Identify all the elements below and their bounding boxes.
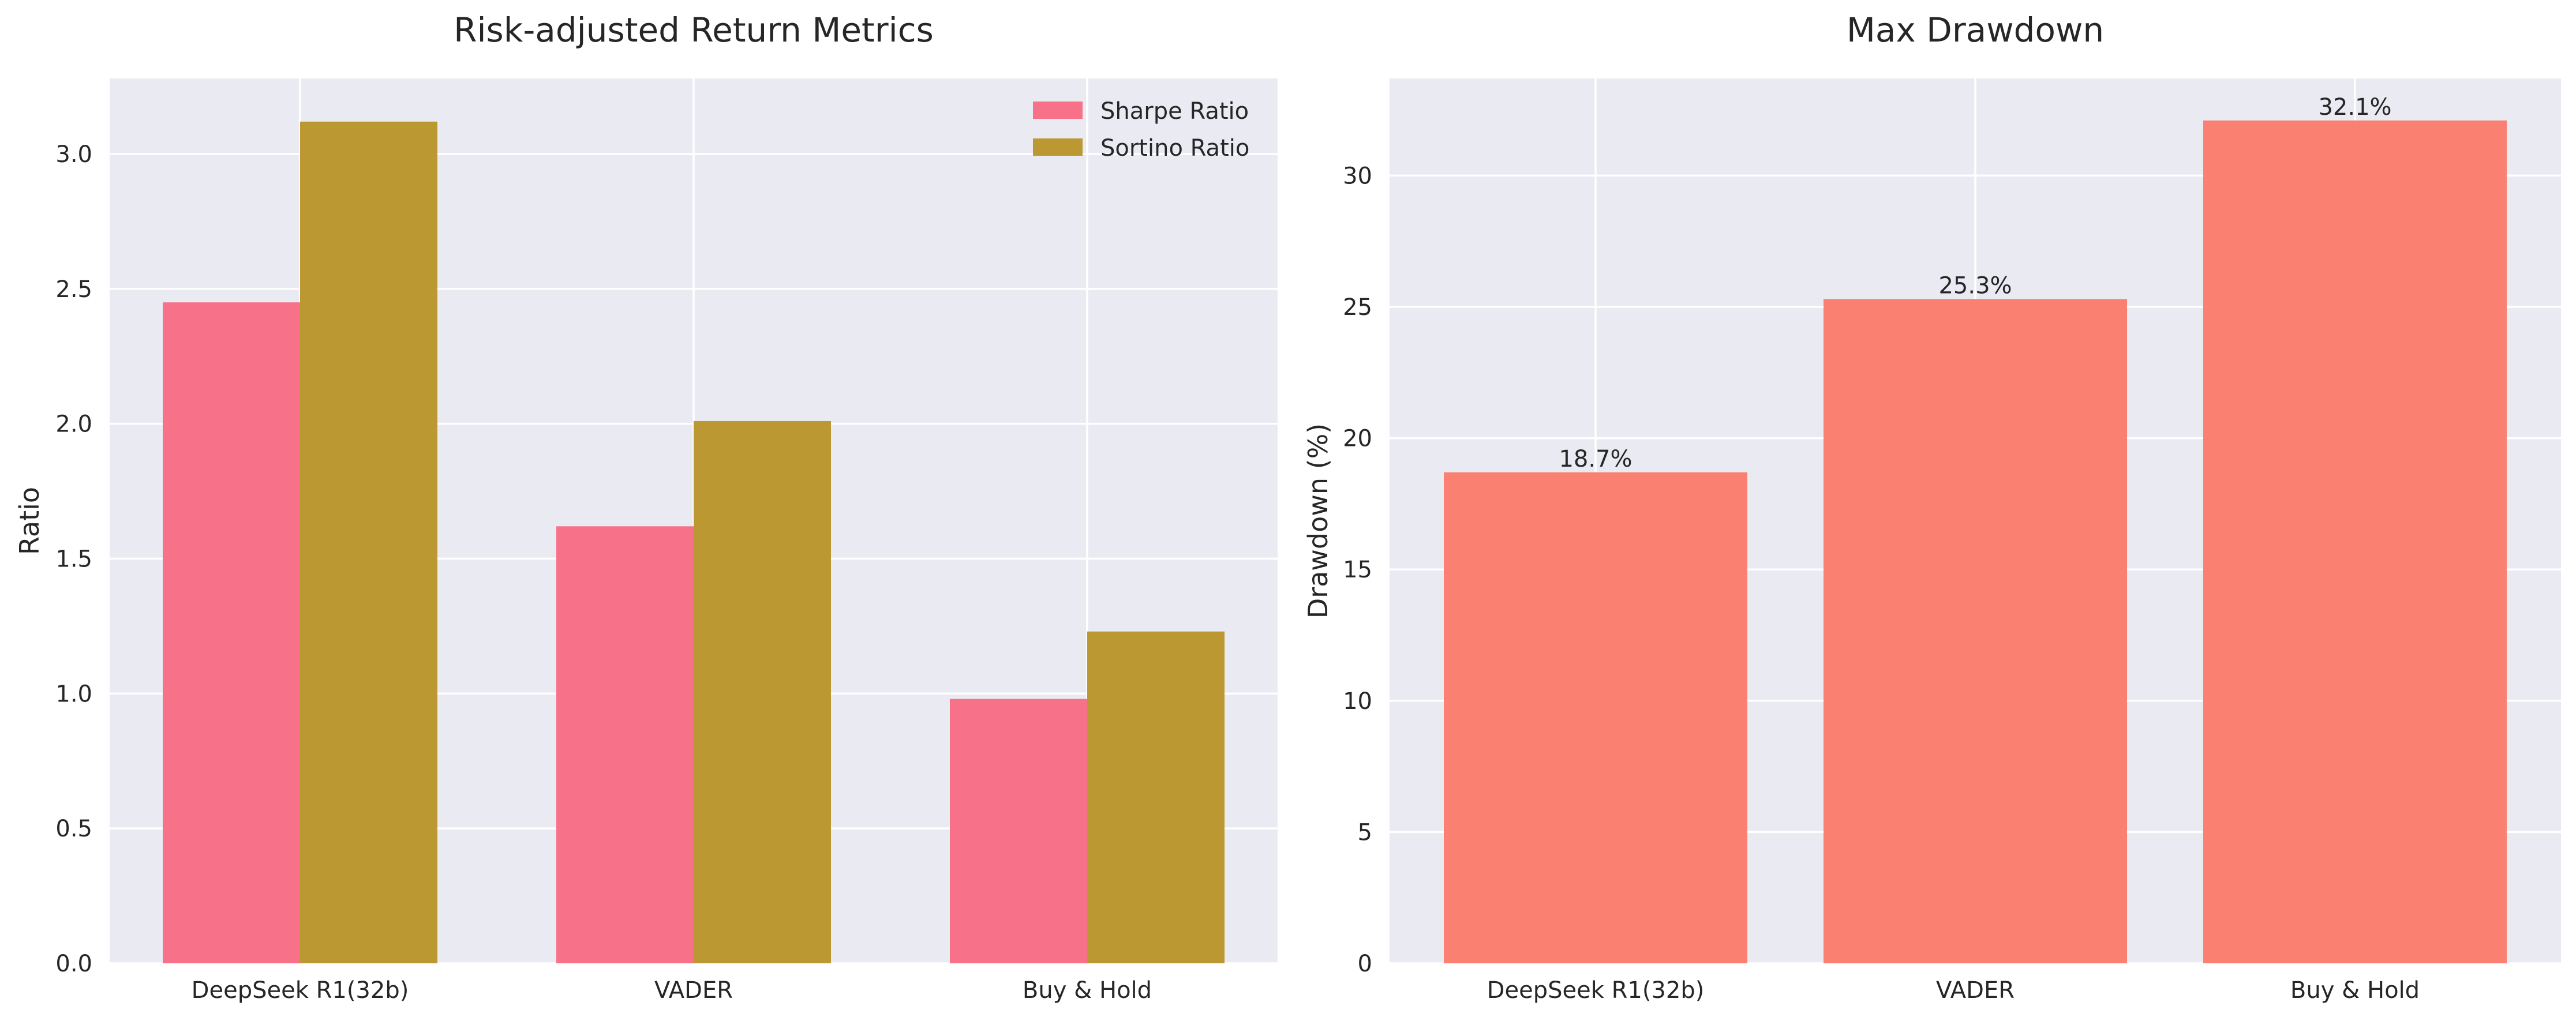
chart-title-right: Max Drawdown [1847,10,2104,50]
x-ticks-left: DeepSeek R1(32b) VADER Buy & Hold [192,977,1152,1004]
x-tick-right-deepseek-r1-32b: DeepSeek R1(32b) [1487,977,1705,1004]
y-tick-right-20: 20 [1343,426,1372,452]
legend: Sharpe Ratio Sortino Ratio [1033,98,1249,162]
x-tick-left-buy-hold: Buy & Hold [1023,977,1152,1004]
x-tick-right-buy-hold: Buy & Hold [2290,977,2420,1004]
y-tick-right-30: 30 [1343,163,1372,189]
y-axis-label-right: Drawdown (%) [1302,423,1334,619]
x-tick-right-vader: VADER [1936,977,2015,1004]
bar-drawdown-buy-hold [2203,120,2507,964]
bar-drawdown-deepseek-r1-32b [1444,472,1747,963]
data-label-drawdown-deepseek-r1-32b: 18.7% [1559,446,1632,472]
bars-right [1444,120,2507,964]
y-tick-left-2-0: 2.0 [55,411,92,438]
y-tick-left-1-0: 1.0 [55,681,92,707]
y-tick-left-0-0: 0.0 [55,951,92,977]
y-tick-left-1-5: 1.5 [55,546,92,572]
legend-label-sortino: Sortino Ratio [1100,135,1249,162]
chart-title-left: Risk-adjusted Return Metrics [454,10,934,50]
y-tick-left-2-5: 2.5 [55,276,92,303]
bar-sortino-ratio-buy-hold [1087,631,1225,963]
y-tick-right-5: 5 [1358,819,1372,846]
x-tick-left-vader: VADER [654,977,733,1004]
legend-label-sharpe: Sharpe Ratio [1100,98,1249,125]
data-label-drawdown-buy-hold: 32.1% [2318,94,2391,121]
legend-swatch-sortino [1033,138,1083,156]
bar-drawdown-vader [1824,299,2127,963]
data-label-drawdown-vader: 25.3% [1938,272,2012,299]
bar-sortino-ratio-deepseek-r1-32b [300,121,437,964]
bar-sharpe-ratio-vader [556,526,694,963]
y-tick-right-25: 25 [1343,294,1372,321]
y-tick-right-10: 10 [1343,688,1372,715]
data-labels-right: 18.7% 25.3% 32.1% [1559,94,2391,472]
y-ticks-left: 0.0 0.5 1.0 1.5 2.0 2.5 3.0 [55,141,92,977]
y-tick-left-0-5: 0.5 [55,816,92,842]
y-axis-label-left: Ratio [14,487,45,555]
y-tick-left-3-0: 3.0 [55,141,92,168]
y-tick-right-15: 15 [1343,557,1372,583]
bars-left [163,121,1225,964]
bar-sharpe-ratio-deepseek-r1-32b [163,302,300,964]
chart-max-drawdown: 18.7% 25.3% 32.1% 0 5 10 15 20 25 30 DeepSeek R1… [1302,10,2561,1004]
chart-risk-adjusted: 0.0 0.5 1.0 1.5 2.0 2.5 3.0 DeepSeek R1(32b) VA… [14,10,1278,1004]
y-ticks-right: 0 5 10 15 20 25 30 [1343,163,1372,977]
x-ticks-right: DeepSeek R1(32b) VADER Buy & Hold [1487,977,2420,1004]
legend-swatch-sharpe [1033,102,1083,119]
bar-sharpe-ratio-buy-hold [950,699,1087,963]
y-tick-right-0: 0 [1358,951,1372,977]
bar-sortino-ratio-vader [694,421,831,963]
x-tick-left-deepseek-r1-32b: DeepSeek R1(32b) [192,977,409,1004]
